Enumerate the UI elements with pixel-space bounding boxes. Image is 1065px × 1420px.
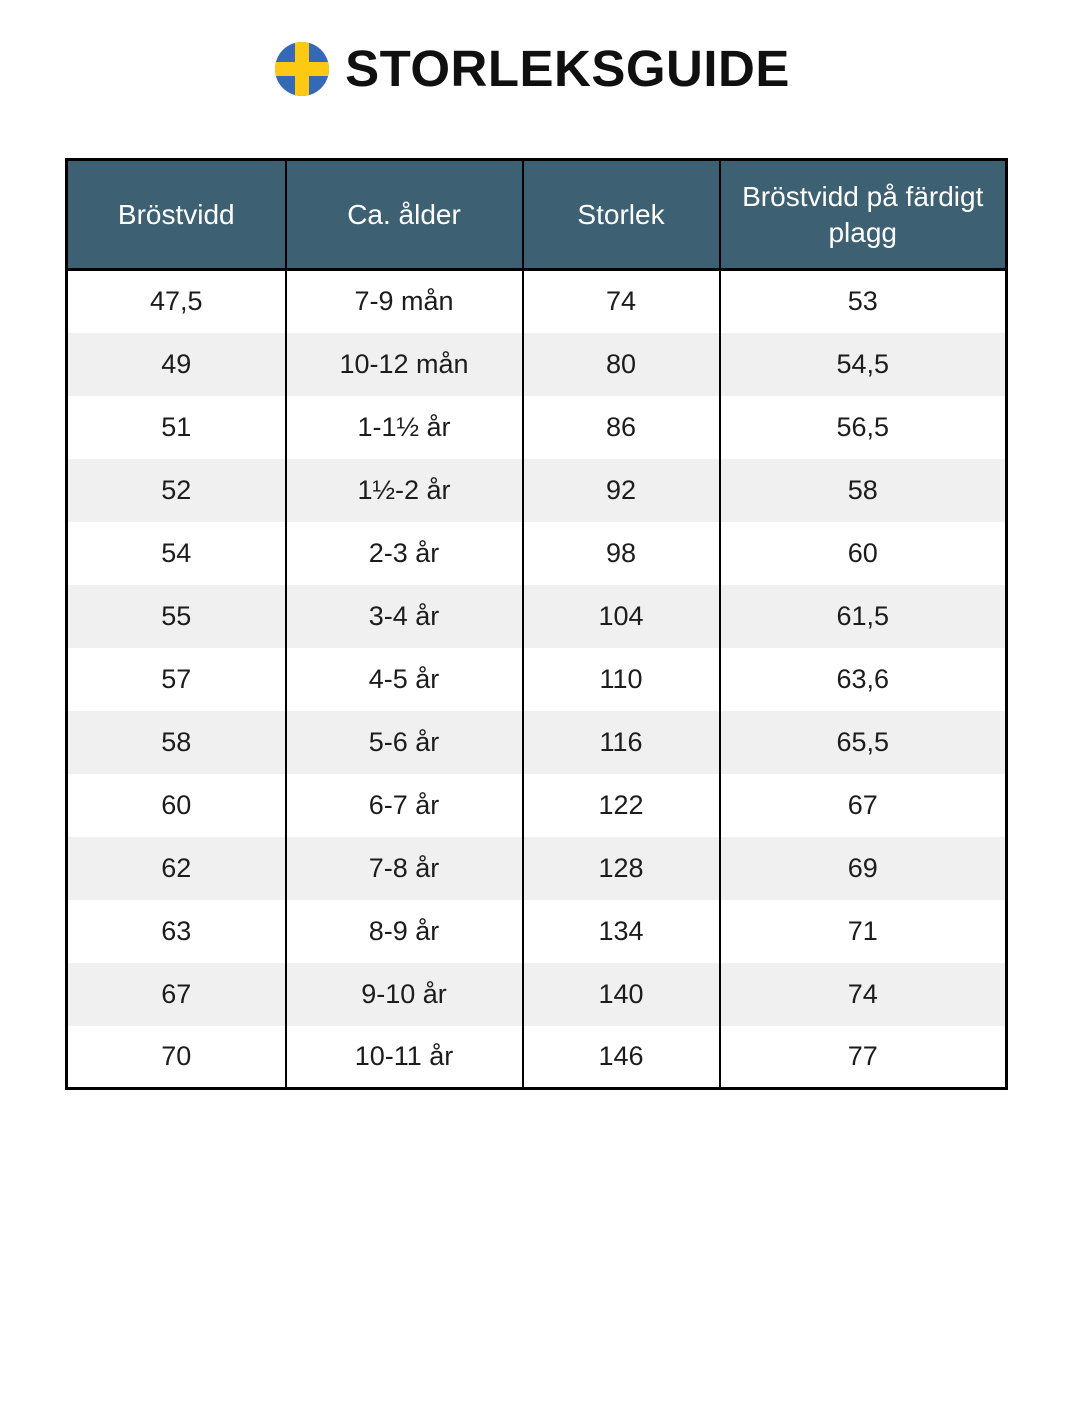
table-row: 67 9-10 år 140 74 xyxy=(66,962,1007,1026)
table-cell: 56,5 xyxy=(718,395,1007,459)
column-header-brostvidd-fardigt-plagg: Bröstvidd på färdigt plagg xyxy=(718,159,1007,271)
table-row: 54 2-3 år 98 60 xyxy=(66,521,1007,585)
table-cell: 55 xyxy=(161,600,192,631)
table-row: 57 4-5 år 110 63,6 xyxy=(66,647,1007,711)
table-row: 47,5 7-9 mån 74 53 xyxy=(66,269,1007,333)
page-header: STORLEKSGUIDE xyxy=(0,42,1065,96)
table-row: 51 1-1½ år 86 56,5 xyxy=(66,395,1007,459)
table-row: 58 5-6 år 116 65,5 xyxy=(66,710,1007,774)
table-cell: 54 xyxy=(161,537,192,568)
table-cell: 140 xyxy=(521,962,720,1026)
table-cell: 8-9 år xyxy=(284,899,523,963)
swedish-flag-icon xyxy=(275,42,330,96)
table-cell: 5-6 år xyxy=(284,710,523,774)
table-cell: 2-3 år xyxy=(284,521,523,585)
table-cell: 86 xyxy=(521,395,720,459)
table-cell: 61,5 xyxy=(718,584,1007,648)
table-row: 49 10-12 mån 80 54,5 xyxy=(66,332,1007,396)
table-cell: 134 xyxy=(521,899,720,963)
table-cell: 74 xyxy=(718,962,1007,1026)
table-cell: 1½-2 år xyxy=(284,458,523,522)
table-cell: 10-12 mån xyxy=(284,332,523,396)
column-header-storlek: Storlek xyxy=(521,159,720,271)
table-cell: 63 xyxy=(161,915,192,946)
table-row: 60 6-7 år 122 67 xyxy=(66,773,1007,837)
table-cell: 146 xyxy=(521,1025,720,1089)
table-cell: 7-8 år xyxy=(284,836,523,900)
table-cell: 60 xyxy=(161,789,192,820)
table-cell: 65,5 xyxy=(718,710,1007,774)
table-cell: 51 xyxy=(161,411,192,442)
column-header-ca-alder: Ca. ålder xyxy=(284,159,523,271)
table-cell: 3-4 år xyxy=(284,584,523,648)
table-cell: 1-1½ år xyxy=(284,395,523,459)
table-cell: 58 xyxy=(161,726,192,757)
table-row: 70 10-11 år 146 77 xyxy=(66,1025,1007,1089)
table-cell: 62 xyxy=(161,852,192,883)
table-cell: 116 xyxy=(521,710,720,774)
table-cell: 128 xyxy=(521,836,720,900)
table-cell: 67 xyxy=(161,978,192,1009)
table-cell: 104 xyxy=(521,584,720,648)
table-cell: 47,5 xyxy=(149,286,203,317)
table-row: 62 7-8 år 128 69 xyxy=(66,836,1007,900)
table-cell: 7-9 mån xyxy=(284,269,523,333)
table-cell: 71 xyxy=(718,899,1007,963)
table-cell: 80 xyxy=(521,332,720,396)
size-guide-table: Bröstvidd Ca. ålder Storlek Bröstvidd på… xyxy=(65,158,1008,1090)
table-body: 47,5 7-9 mån 74 53 49 10-12 mån 80 54,5 51 1-1½ å… xyxy=(66,269,1007,1089)
page-title: STORLEKSGUIDE xyxy=(345,40,790,97)
table-row: 55 3-4 år 104 61,5 xyxy=(66,584,1007,648)
table-cell: 70 xyxy=(161,1040,192,1071)
table-cell: 98 xyxy=(521,521,720,585)
table-cell: 67 xyxy=(718,773,1007,837)
table-cell: 6-7 år xyxy=(284,773,523,837)
flag-cross-vertical xyxy=(294,42,309,96)
table-row: 63 8-9 år 134 71 xyxy=(66,899,1007,963)
table-cell: 63,6 xyxy=(718,647,1007,711)
table-cell: 77 xyxy=(718,1025,1007,1089)
table-cell: 58 xyxy=(718,458,1007,522)
table-cell: 52 xyxy=(161,474,192,505)
table-cell: 92 xyxy=(521,458,720,522)
column-header-brostvidd: Bröstvidd xyxy=(66,159,286,271)
table-cell: 69 xyxy=(718,836,1007,900)
table-header-row: Bröstvidd Ca. ålder Storlek Bröstvidd på… xyxy=(66,159,1007,271)
table-cell: 53 xyxy=(718,269,1007,333)
table-cell: 60 xyxy=(718,521,1007,585)
table-cell: 54,5 xyxy=(718,332,1007,396)
table-row: 52 1½-2 år 92 58 xyxy=(66,458,1007,522)
table-cell: 74 xyxy=(521,269,720,333)
table-cell: 122 xyxy=(521,773,720,837)
table-cell: 57 xyxy=(161,663,192,694)
table-cell: 9-10 år xyxy=(284,962,523,1026)
table-cell: 110 xyxy=(521,647,720,711)
table-cell: 4-5 år xyxy=(284,647,523,711)
table-cell: 10-11 år xyxy=(284,1025,523,1089)
table-cell: 49 xyxy=(161,348,192,379)
